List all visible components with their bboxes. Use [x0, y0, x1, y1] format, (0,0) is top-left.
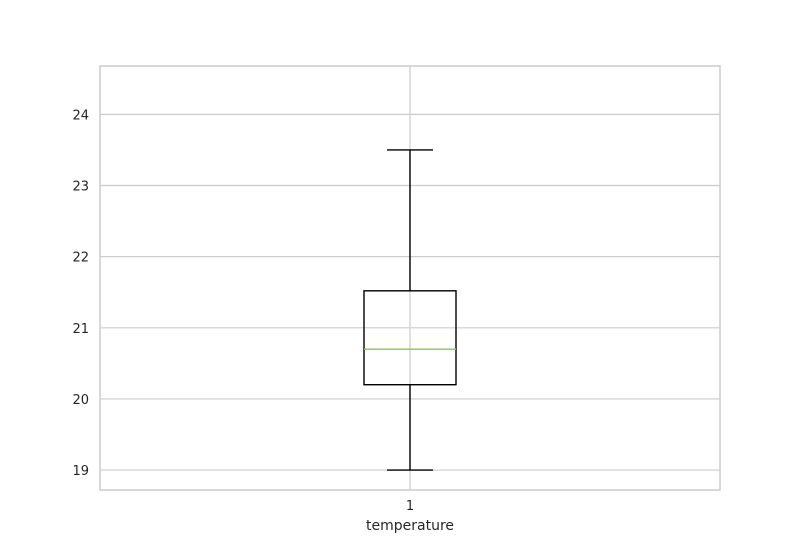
y-axis-ticks: 19 20 21 22 23 24 [72, 108, 89, 479]
y-tick-label: 20 [72, 393, 89, 408]
y-tick-label: 19 [72, 464, 89, 479]
x-axis-ticks: 1 [406, 499, 414, 514]
plot-area-frame [99, 65, 721, 491]
y-tick-label: 24 [72, 108, 89, 123]
y-tick-label: 22 [72, 251, 89, 266]
x-axis-label: temperature [366, 518, 454, 534]
y-tick-label: 21 [72, 322, 89, 337]
box-elements [363, 149, 457, 471]
iqr-box [363, 290, 457, 386]
x-tick-label: 1 [406, 499, 414, 514]
y-tick-label: 23 [72, 180, 89, 195]
